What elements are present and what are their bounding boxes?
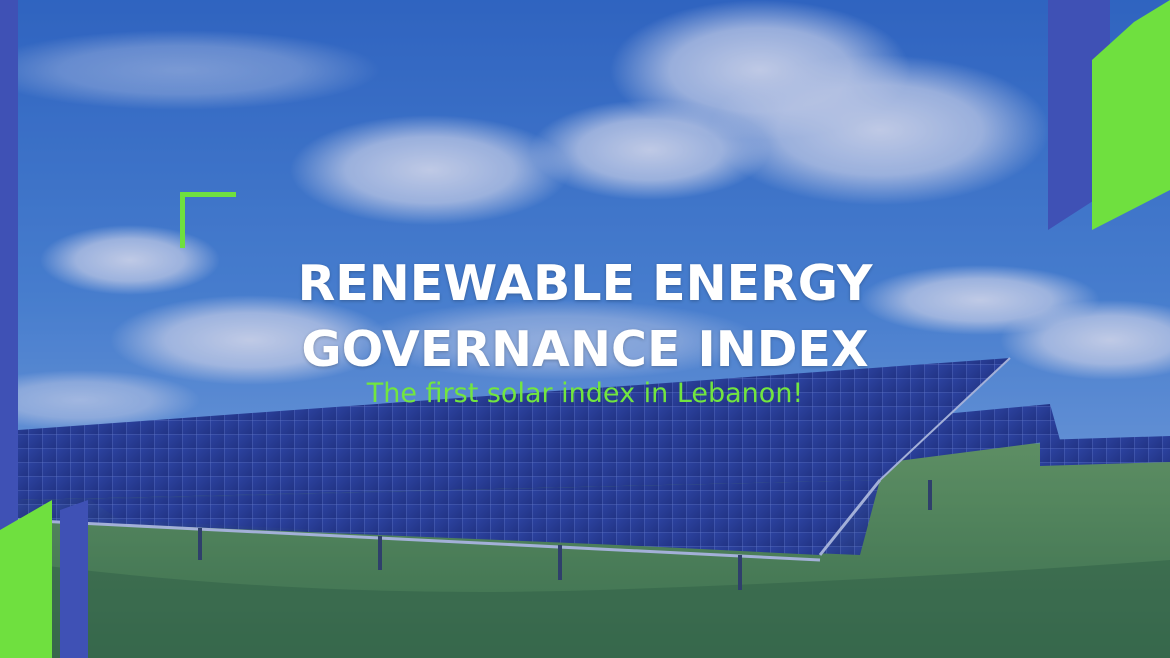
top-right-corner-decoration: [1048, 0, 1170, 230]
solar-panel-row-main: [17, 357, 1011, 562]
corner-bracket-icon: [180, 192, 236, 248]
banner-title: RENEWABLE ENERGY GOVERNANCE INDEX: [0, 251, 1170, 383]
bottom-left-corner-decoration: [0, 500, 88, 658]
banner-subtitle: The first solar index in Lebanon!: [366, 378, 804, 409]
left-accent-bar: [0, 0, 18, 658]
title-line-1: RENEWABLE ENERGY: [297, 254, 873, 312]
clouds: [0, 0, 1170, 430]
panel-supports: [198, 480, 932, 590]
title-line-2: GOVERNANCE INDEX: [301, 320, 869, 378]
